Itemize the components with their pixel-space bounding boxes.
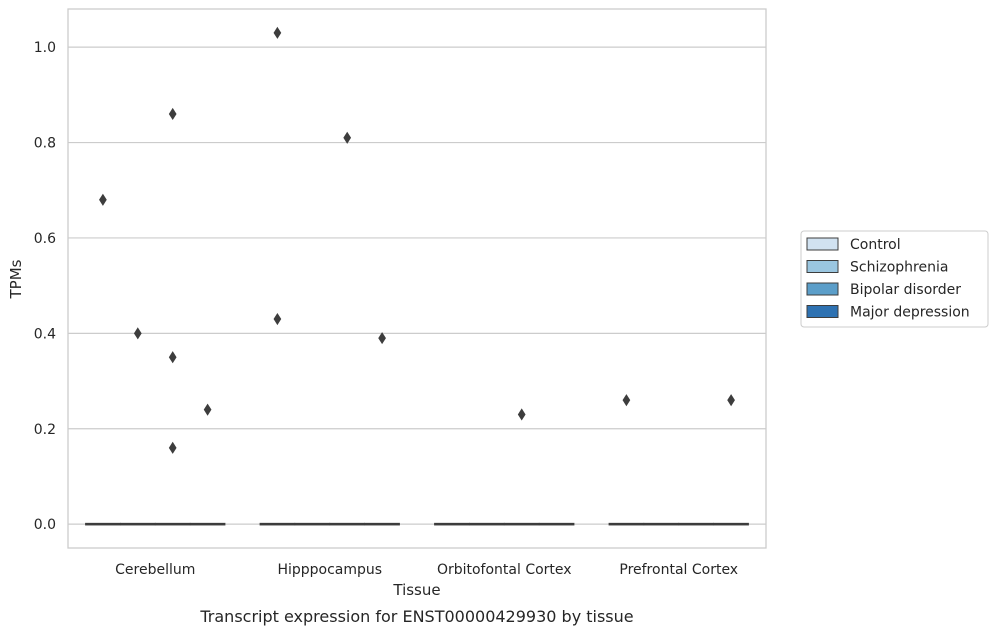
x-axis-title: Tissue [392, 581, 440, 599]
x-axis-ticks: Cerebellum Hipppocampus Orbitofontal Corte… [115, 562, 738, 578]
outlier-point [343, 131, 352, 144]
x-tick-label: Cerebellum [115, 562, 195, 578]
outlier-point [168, 107, 177, 120]
y-tick-label: 0.8 [34, 136, 56, 152]
legend-swatch [806, 260, 839, 273]
legend-swatch [806, 305, 839, 318]
legend-swatch [806, 237, 839, 251]
legend-label: Major depression [850, 305, 970, 321]
y-tick-label: 1.0 [34, 40, 56, 56]
outlier-point [168, 441, 177, 454]
legend: Control Schizophrenia Bipolar disorder Majo… [800, 230, 989, 328]
boxes [85, 522, 749, 526]
x-tick-label: Prefrontal Cortex [619, 562, 738, 578]
y-tick-label: 0.6 [34, 231, 56, 247]
outlier-point [133, 327, 142, 340]
outlier-point [273, 312, 282, 326]
x-tick-label: Orbitofontal Cortex [437, 562, 572, 578]
legend-label: Bipolar disorder [850, 282, 961, 298]
outlier-point [622, 394, 631, 407]
outlier-point [168, 351, 177, 364]
legend-label: Schizophrenia [850, 260, 948, 276]
outlier-point [517, 408, 526, 421]
outlier-points [99, 26, 735, 454]
outlier-point [203, 403, 212, 416]
plot-area-frame [67, 8, 767, 549]
y-axis-ticks: 0.0 0.2 0.4 0.6 0.8 1.0 [34, 40, 56, 533]
legend-label: Control [850, 237, 901, 253]
y-tick-label: 0.0 [34, 517, 56, 533]
outlier-point [378, 332, 386, 345]
outlier-point [727, 394, 735, 407]
legend-swatch [806, 282, 839, 296]
y-tick-label: 0.4 [34, 326, 56, 342]
x-tick-label: Hipppocampus [277, 562, 382, 578]
outlier-point [99, 193, 107, 206]
outlier-point [273, 26, 282, 39]
y-tick-label: 0.2 [34, 422, 56, 438]
legend-frame [800, 230, 989, 328]
y-axis-title: TPMs [7, 259, 25, 299]
chart-caption: Transcript expression for ENST0000042993… [199, 607, 633, 626]
